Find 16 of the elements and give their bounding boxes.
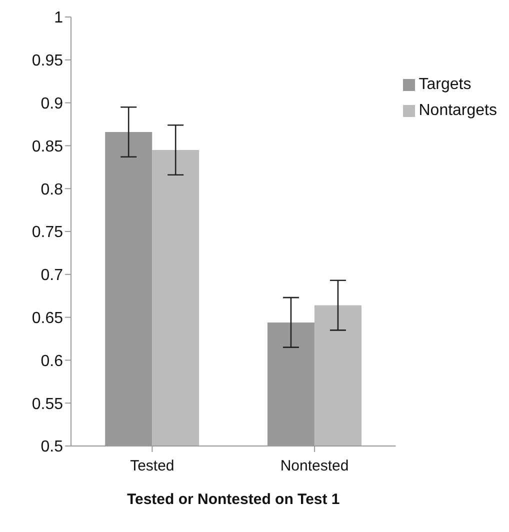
y-tick-label: 1 — [54, 10, 64, 27]
x-tick-label: Nontested — [280, 458, 349, 475]
y-tick-label: 0.75 — [32, 224, 64, 242]
y-tick-label: 0.9 — [40, 95, 64, 112]
y-tick-label: 0.65 — [32, 310, 64, 327]
y-tick-label: 0.5 — [40, 438, 64, 456]
legend-label: Nontargets — [418, 102, 497, 119]
x-tick-label: Tested — [130, 458, 174, 475]
x-axis-title: Tested or Nontested on Test 1 — [126, 491, 340, 508]
y-tick-label: 0.6 — [40, 352, 64, 370]
y-tick-label: 0.7 — [40, 267, 64, 284]
y-tick-label: 0.85 — [32, 138, 64, 156]
y-tick-label: 0.8 — [40, 181, 64, 198]
y-tick-label: 0.55 — [32, 396, 64, 413]
legend-label: Targets — [418, 76, 472, 93]
y-tick-label: 0.95 — [32, 52, 64, 70]
